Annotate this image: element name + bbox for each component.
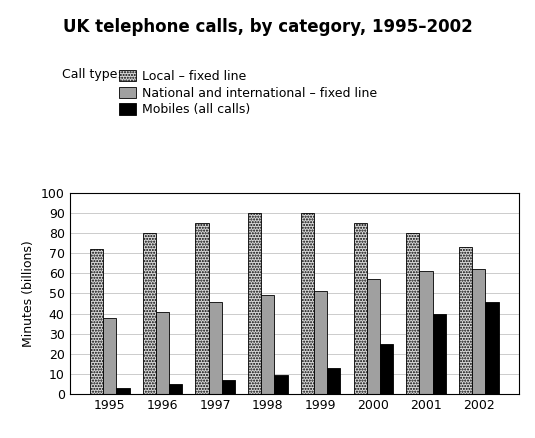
Bar (485, 301, 499, 394)
Legend: Local – fixed line, National and international – fixed line, Mobiles (all calls): Local – fixed line, National and interna… (119, 70, 378, 116)
Bar (169, 384, 182, 394)
Bar (116, 388, 129, 394)
Bar (406, 233, 419, 394)
Bar (366, 279, 380, 394)
Text: Call type:: Call type: (62, 68, 121, 81)
Text: UK telephone calls, by category, 1995–2002: UK telephone calls, by category, 1995–20… (63, 18, 472, 35)
Bar (380, 344, 393, 394)
Bar (472, 269, 485, 394)
Bar (433, 314, 446, 394)
Bar (419, 271, 433, 394)
Bar (248, 213, 261, 394)
Bar (103, 318, 116, 394)
Bar (90, 249, 103, 394)
Bar (274, 375, 288, 394)
Bar (209, 301, 222, 394)
Bar (143, 233, 156, 394)
Bar (222, 380, 235, 394)
Bar (327, 368, 340, 394)
Y-axis label: Minutes (billions): Minutes (billions) (22, 240, 35, 347)
Bar (195, 223, 209, 394)
Bar (459, 247, 472, 394)
Bar (314, 291, 327, 394)
Bar (301, 213, 314, 394)
Bar (354, 223, 366, 394)
Bar (261, 296, 274, 394)
Bar (156, 311, 169, 394)
